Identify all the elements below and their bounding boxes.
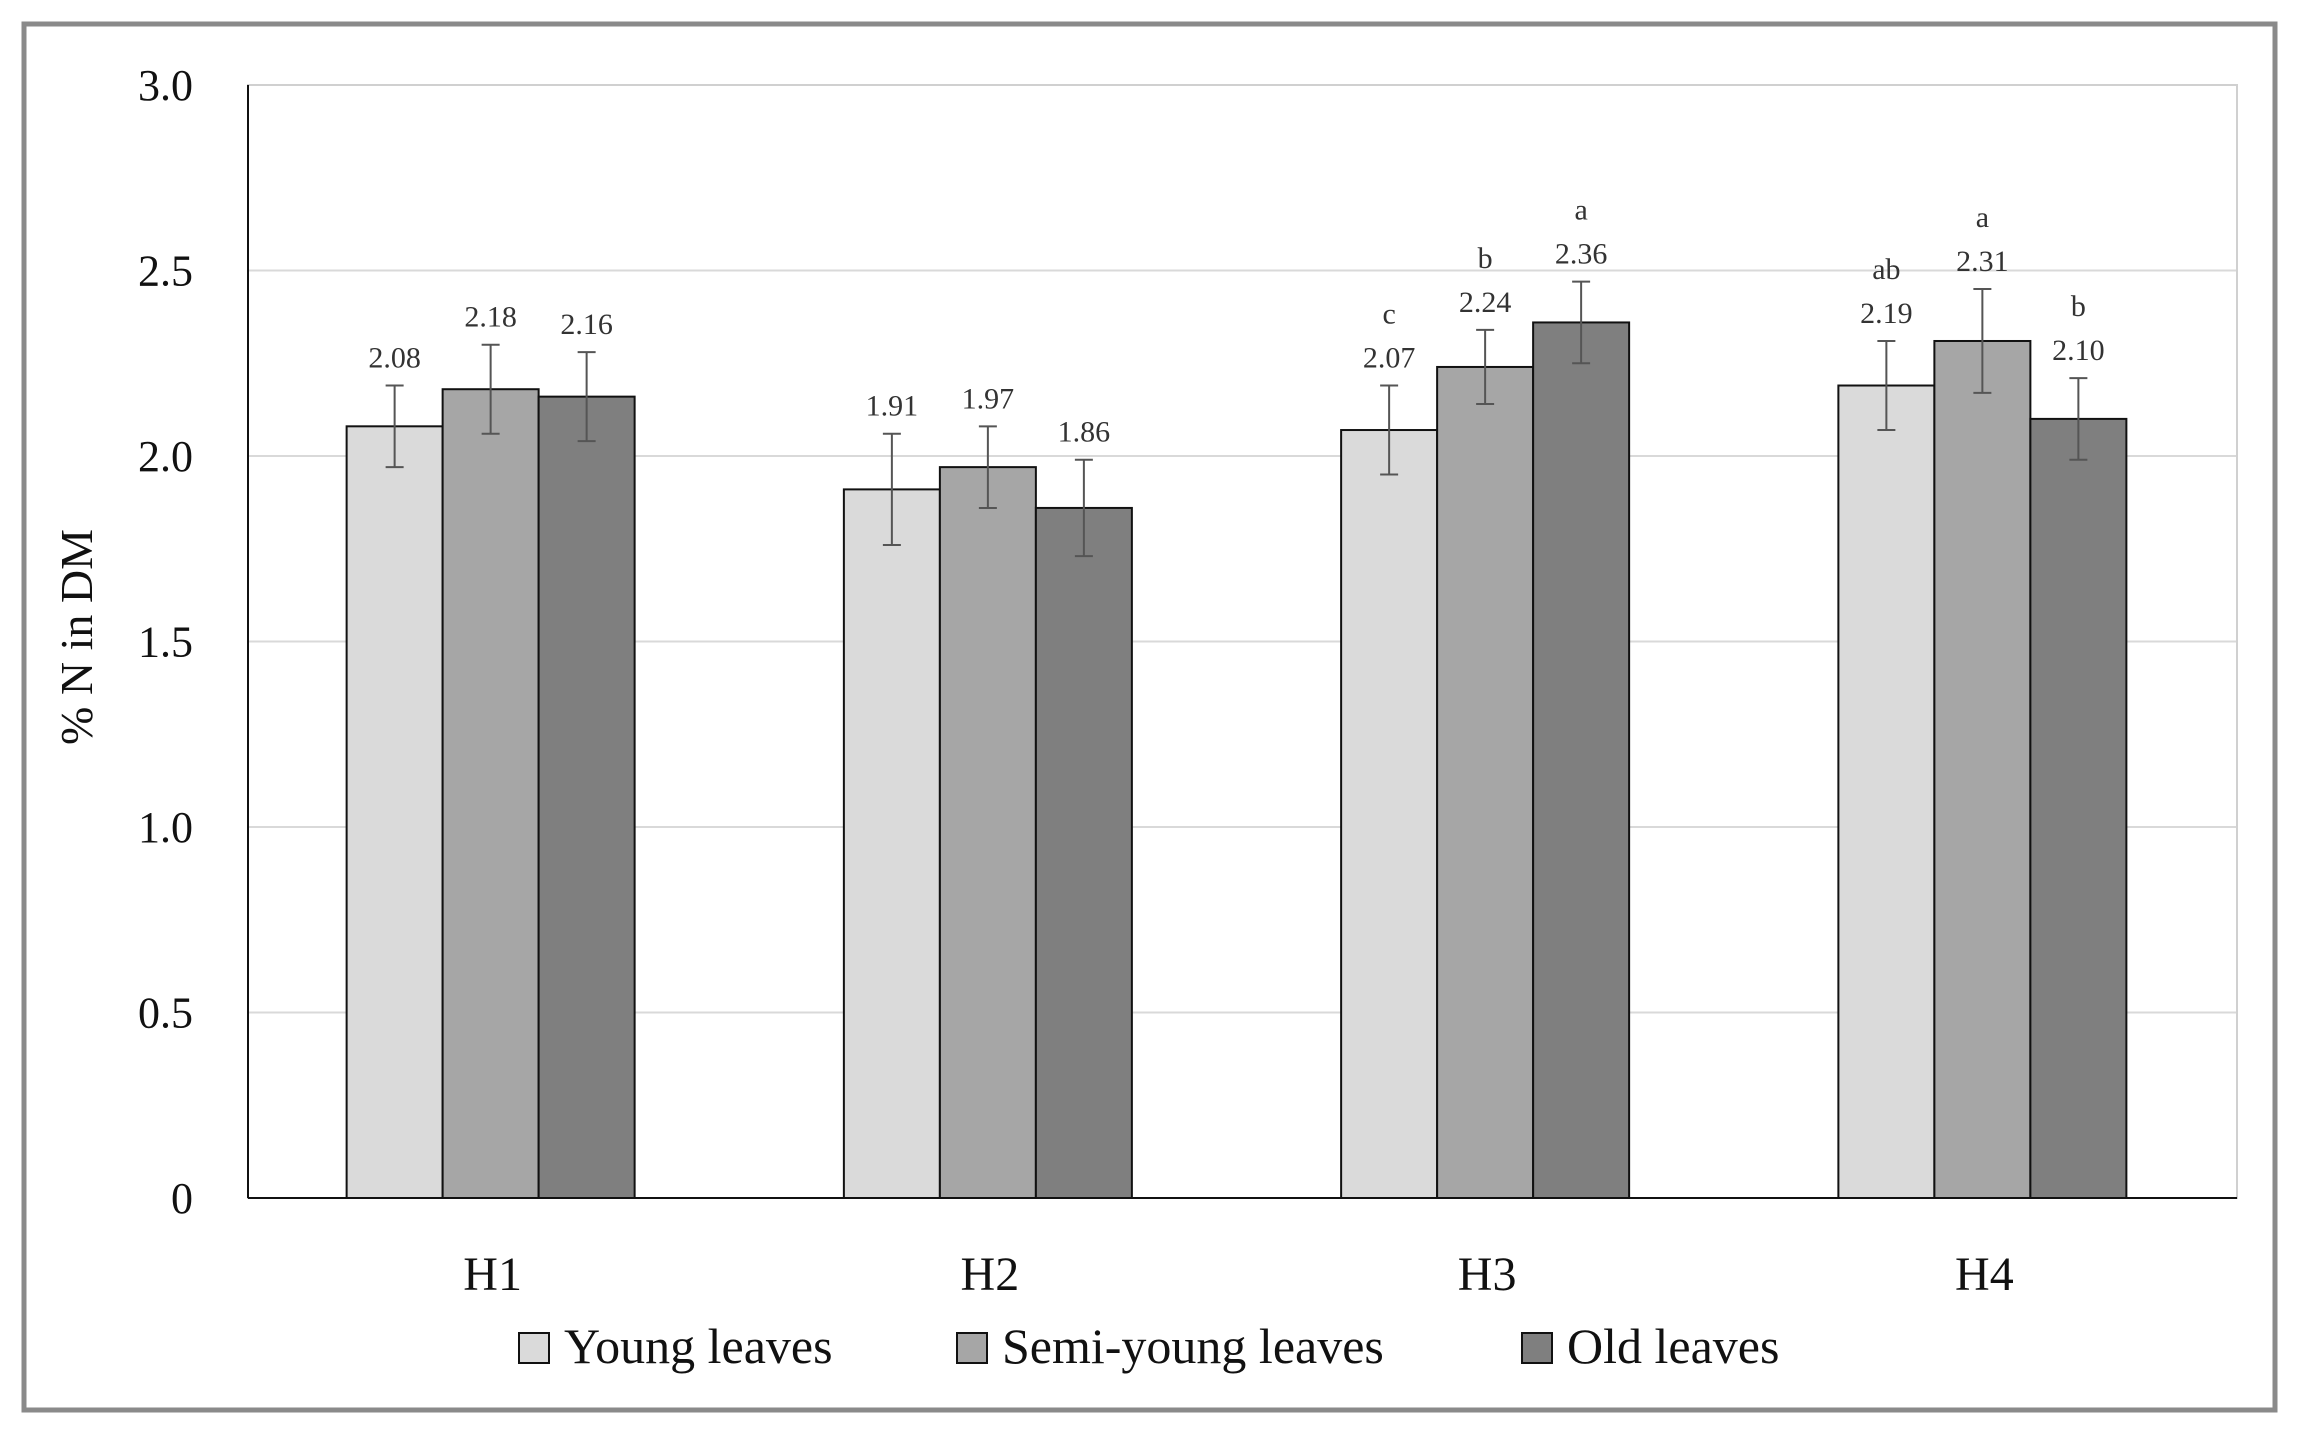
bar xyxy=(537,395,636,1199)
data-label: 2.31 xyxy=(1956,245,2009,278)
x-category-label: H4 xyxy=(1955,1248,2014,1301)
legend-swatch xyxy=(956,1332,988,1364)
legend: Young leaves Semi-young leaves Old leaves xyxy=(518,1318,1779,1374)
significance-letter: b xyxy=(2071,290,2086,323)
y-axis-title: % N in DM xyxy=(51,529,102,745)
y-tick-label: 1.5 xyxy=(138,618,193,667)
data-label: 2.10 xyxy=(2052,334,2105,367)
y-tick-label: 0.5 xyxy=(138,989,193,1038)
data-label: 1.91 xyxy=(866,390,919,423)
bar xyxy=(938,466,1037,1199)
y-tick-label: 0 xyxy=(171,1174,193,1223)
significance-letter: a xyxy=(1976,201,1989,234)
x-category-label: H3 xyxy=(1458,1248,1517,1301)
data-label: 1.86 xyxy=(1058,416,1111,449)
y-tick-label: 2.0 xyxy=(138,432,193,481)
bar-layer xyxy=(345,280,2128,1200)
legend-label: Young leaves xyxy=(564,1318,833,1374)
legend-label: Semi-young leaves xyxy=(1002,1318,1384,1374)
significance-letter: b xyxy=(1478,242,1493,275)
axis-layer: 0 0.5 1.0 1.5 2.0 2.5 3.0 H1 H2 H3 H4 xyxy=(138,61,2237,1301)
significance-letter: c xyxy=(1382,298,1395,331)
bar xyxy=(1034,506,1133,1199)
x-category-label: H2 xyxy=(961,1248,1020,1301)
significance-letter: ab xyxy=(1872,253,1900,286)
x-category-label: H1 xyxy=(463,1248,522,1301)
data-label: 2.08 xyxy=(368,342,421,375)
bar xyxy=(345,425,444,1199)
bar xyxy=(1837,384,1936,1199)
data-label: 2.24 xyxy=(1459,286,1512,319)
data-label: 2.07 xyxy=(1363,342,1416,375)
bar xyxy=(441,388,540,1200)
legend-label: Old leaves xyxy=(1567,1318,1779,1374)
bar xyxy=(1532,321,1631,1199)
data-label: 1.97 xyxy=(962,382,1015,415)
y-tick-label: 1.0 xyxy=(138,803,193,852)
data-label: 2.16 xyxy=(560,308,613,341)
bar xyxy=(842,488,941,1199)
y-tick-label: 2.5 xyxy=(138,247,193,296)
data-label: 2.18 xyxy=(464,301,517,334)
bar xyxy=(1436,365,1535,1199)
legend-swatch xyxy=(1521,1332,1553,1364)
data-label: 2.36 xyxy=(1555,238,1608,271)
legend-swatch xyxy=(518,1332,550,1364)
data-label: 2.19 xyxy=(1860,297,1913,330)
significance-letter: a xyxy=(1574,194,1587,227)
bar xyxy=(1933,339,2032,1199)
bar xyxy=(1340,429,1439,1199)
label-layer: 2.08 2.18 2.16 1.91 1.97 1.86 2.07 c 2.24 b 2.36 a 2… xyxy=(368,194,2104,449)
y-tick-label: 3.0 xyxy=(138,61,193,110)
bar xyxy=(2029,417,2128,1199)
